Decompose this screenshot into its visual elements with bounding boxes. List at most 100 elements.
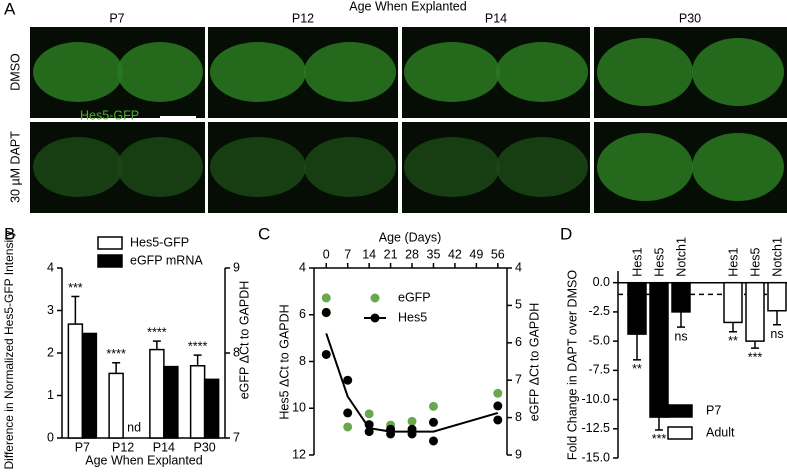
tissue: [117, 42, 203, 102]
tissue: [404, 137, 500, 197]
tick-label: 21: [384, 247, 398, 261]
bar: [627, 281, 647, 335]
bar: [108, 372, 124, 439]
legend-label: eGFP: [398, 290, 431, 304]
panel-label: D: [560, 224, 572, 243]
tissue: [404, 42, 500, 102]
annotation: ****: [188, 339, 208, 353]
point: [321, 293, 331, 303]
legend-label: Adult: [706, 425, 735, 439]
annotation: ***: [68, 281, 83, 295]
tissue: [692, 38, 784, 106]
tick-label: 14: [362, 247, 376, 261]
tissue: [496, 137, 588, 197]
tick-label: 9: [515, 447, 522, 461]
bar: [767, 281, 787, 312]
point: [364, 420, 374, 430]
bar: [81, 332, 98, 439]
bar: [149, 348, 165, 439]
y2-label: eGFP ΔCt to GAPDH: [527, 303, 541, 422]
y-label: Difference in Normalized Hes5-GFP Intens…: [2, 231, 16, 470]
tick-label: 56: [491, 247, 505, 261]
tick-label: 7: [344, 247, 351, 261]
tissue: [210, 42, 306, 102]
tick-label: 4: [515, 260, 522, 274]
point: [407, 429, 417, 439]
tick-label: 0: [323, 247, 330, 261]
panel-label: B: [4, 224, 15, 243]
x-tick-label: P7: [75, 440, 90, 454]
x-label: Age (Days): [379, 230, 442, 244]
point: [428, 417, 438, 427]
category-label: Hes5: [748, 247, 762, 276]
bar: [671, 281, 691, 313]
tick-label: 12: [292, 447, 306, 461]
point: [321, 349, 331, 359]
point: [407, 416, 417, 426]
bar: [203, 378, 220, 439]
tick-label: -12.5: [582, 421, 611, 435]
tick-label: -5.0: [588, 333, 610, 347]
tissue: [304, 137, 396, 197]
tick-label: 6: [299, 307, 306, 321]
tick-label: 9: [233, 260, 240, 274]
legend-label: eGFP mRNA: [130, 253, 203, 267]
tissue: [304, 42, 396, 102]
tick-label: 28: [405, 247, 419, 261]
point: [493, 388, 503, 398]
point: [386, 429, 396, 439]
tick-label: 10: [292, 401, 306, 415]
annotation: nd: [127, 420, 141, 434]
tick-label: 6: [515, 335, 522, 349]
point: [343, 375, 353, 385]
tick-label: -7.5: [588, 363, 610, 377]
row-label: DMSO: [8, 53, 22, 91]
tick-label: 8: [515, 410, 522, 424]
annotation: ****: [147, 325, 167, 339]
point: [321, 307, 331, 317]
tick-label: -10.0: [582, 392, 611, 406]
column-label: P14: [485, 11, 507, 25]
point: [343, 408, 353, 418]
legend-label: P7: [706, 403, 721, 417]
tissue: [496, 42, 588, 102]
annotation: **: [632, 362, 642, 376]
tissue: [692, 133, 784, 201]
x-label: Age When Explanted: [85, 453, 202, 467]
tick-label: 4: [299, 260, 306, 274]
point: [428, 401, 438, 411]
bar: [649, 281, 669, 418]
legend-label: Hes5: [398, 310, 427, 324]
tick-label: 5: [515, 298, 522, 312]
category-label: Notch1: [674, 237, 688, 277]
x-tick-label: P30: [194, 440, 216, 454]
column-label: P30: [679, 11, 701, 25]
tick-label: 3: [47, 303, 54, 317]
tick-label: 4: [47, 260, 54, 274]
tissue: [597, 133, 693, 201]
tick-label: 49: [469, 247, 483, 261]
category-label: Notch1: [770, 237, 784, 277]
y2-label: eGFP ΔCt to GAPDH: [237, 281, 251, 400]
tick-label: 8: [299, 354, 306, 368]
x-tick-label: P12: [112, 440, 134, 454]
annotation: ***: [652, 432, 667, 446]
tissue: [33, 42, 123, 102]
category-label: Hes1: [630, 247, 644, 276]
micrographs: [30, 27, 787, 213]
legend-swatch: [97, 254, 123, 268]
bar: [189, 365, 206, 439]
y-label: Fold Change in DAPT over DMSO: [565, 270, 579, 460]
tick-label: 0: [47, 430, 54, 444]
marker-label: Hes5-GFP: [80, 108, 139, 122]
x-tick-label: P14: [153, 440, 175, 454]
point: [428, 436, 438, 446]
category-label: Hes5: [652, 247, 666, 276]
tick-label: 2: [47, 345, 54, 359]
point: [493, 401, 503, 411]
point: [364, 427, 374, 437]
point: [343, 422, 353, 432]
point: [493, 415, 503, 425]
annotation: ns: [770, 327, 783, 341]
